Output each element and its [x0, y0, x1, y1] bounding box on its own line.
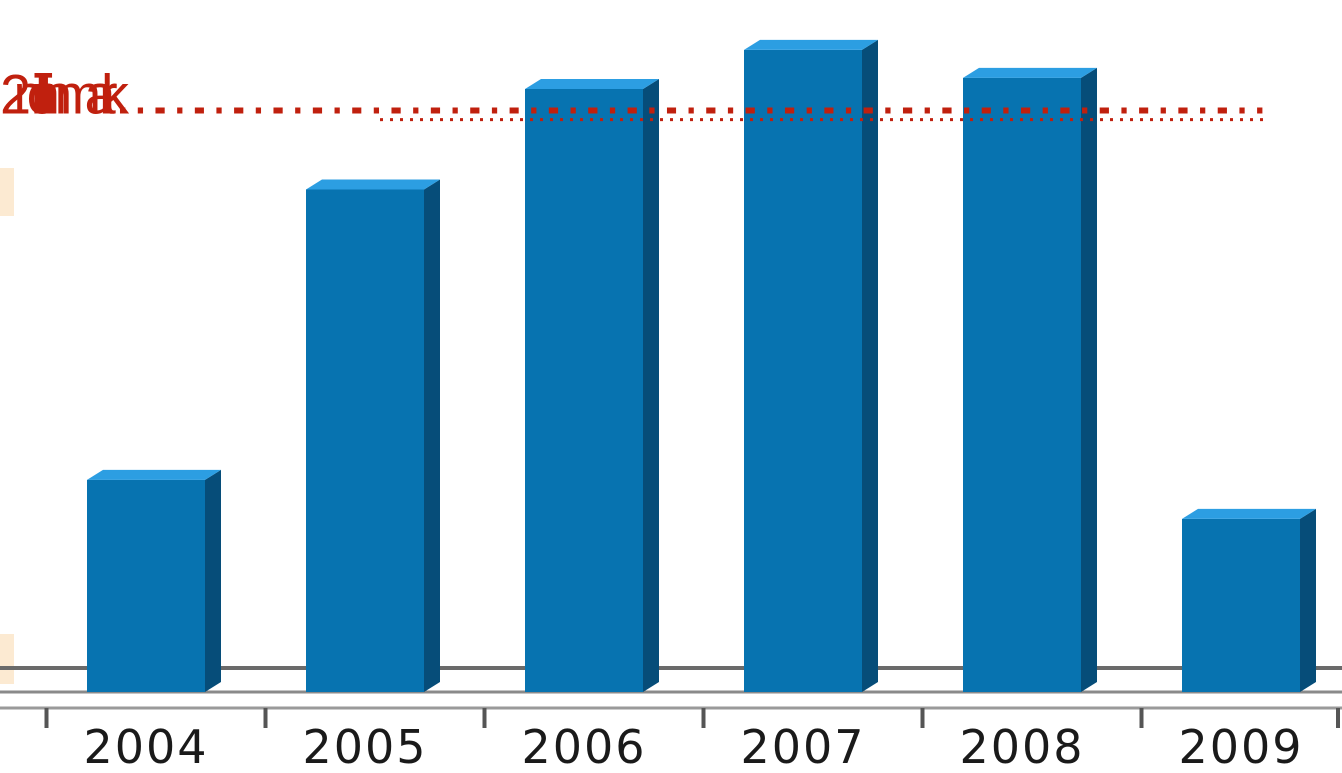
- bar-side-2006: [643, 79, 659, 692]
- bar-2006: [525, 79, 659, 692]
- bar-2009: [1182, 508, 1316, 692]
- bar-top-2007: [744, 39, 878, 50]
- x-tick-label-2006: 2006: [521, 720, 646, 773]
- x-tick-label-2008: 2008: [959, 720, 1084, 773]
- bar-2005: [306, 179, 440, 692]
- bar-side-2005: [424, 179, 440, 692]
- x-tick-label-2004: 2004: [83, 720, 208, 773]
- accent-mark-top: [0, 168, 14, 216]
- bar-side-2004: [205, 469, 221, 692]
- x-tick-label-2009: 2009: [1178, 720, 1303, 773]
- bar-2004: [87, 469, 221, 692]
- bars-layer: [87, 39, 1316, 693]
- bar-front-2008: [963, 77, 1081, 693]
- bar-front-2007: [744, 49, 862, 692]
- ticks-layer: 2004 2005 2006 2007 2008 2009: [44, 708, 1340, 773]
- x-tick-label-2005: 2005: [302, 720, 427, 773]
- bar-top-2004: [87, 469, 221, 480]
- bar-side-2009: [1300, 508, 1316, 692]
- bar-top-2008: [963, 67, 1097, 78]
- annotation-label: 2 million mark………………………………………………………………………: [0, 63, 1270, 126]
- bar-top-2009: [1182, 508, 1316, 519]
- bar-front-2004: [87, 479, 205, 692]
- bar-front-2006: [525, 89, 643, 692]
- bar-front-2009: [1182, 518, 1300, 692]
- bar-front-2005: [306, 189, 424, 692]
- bar-2007: [744, 39, 878, 692]
- bar-side-2007: [862, 39, 878, 692]
- bar-top-2006: [525, 79, 659, 89]
- bar-side-2008: [1081, 67, 1097, 693]
- x-tick-label-2007: 2007: [740, 720, 865, 773]
- accent-mark-bottom: [0, 634, 14, 684]
- bar-2008: [963, 67, 1097, 693]
- bar-top-2005: [306, 179, 440, 190]
